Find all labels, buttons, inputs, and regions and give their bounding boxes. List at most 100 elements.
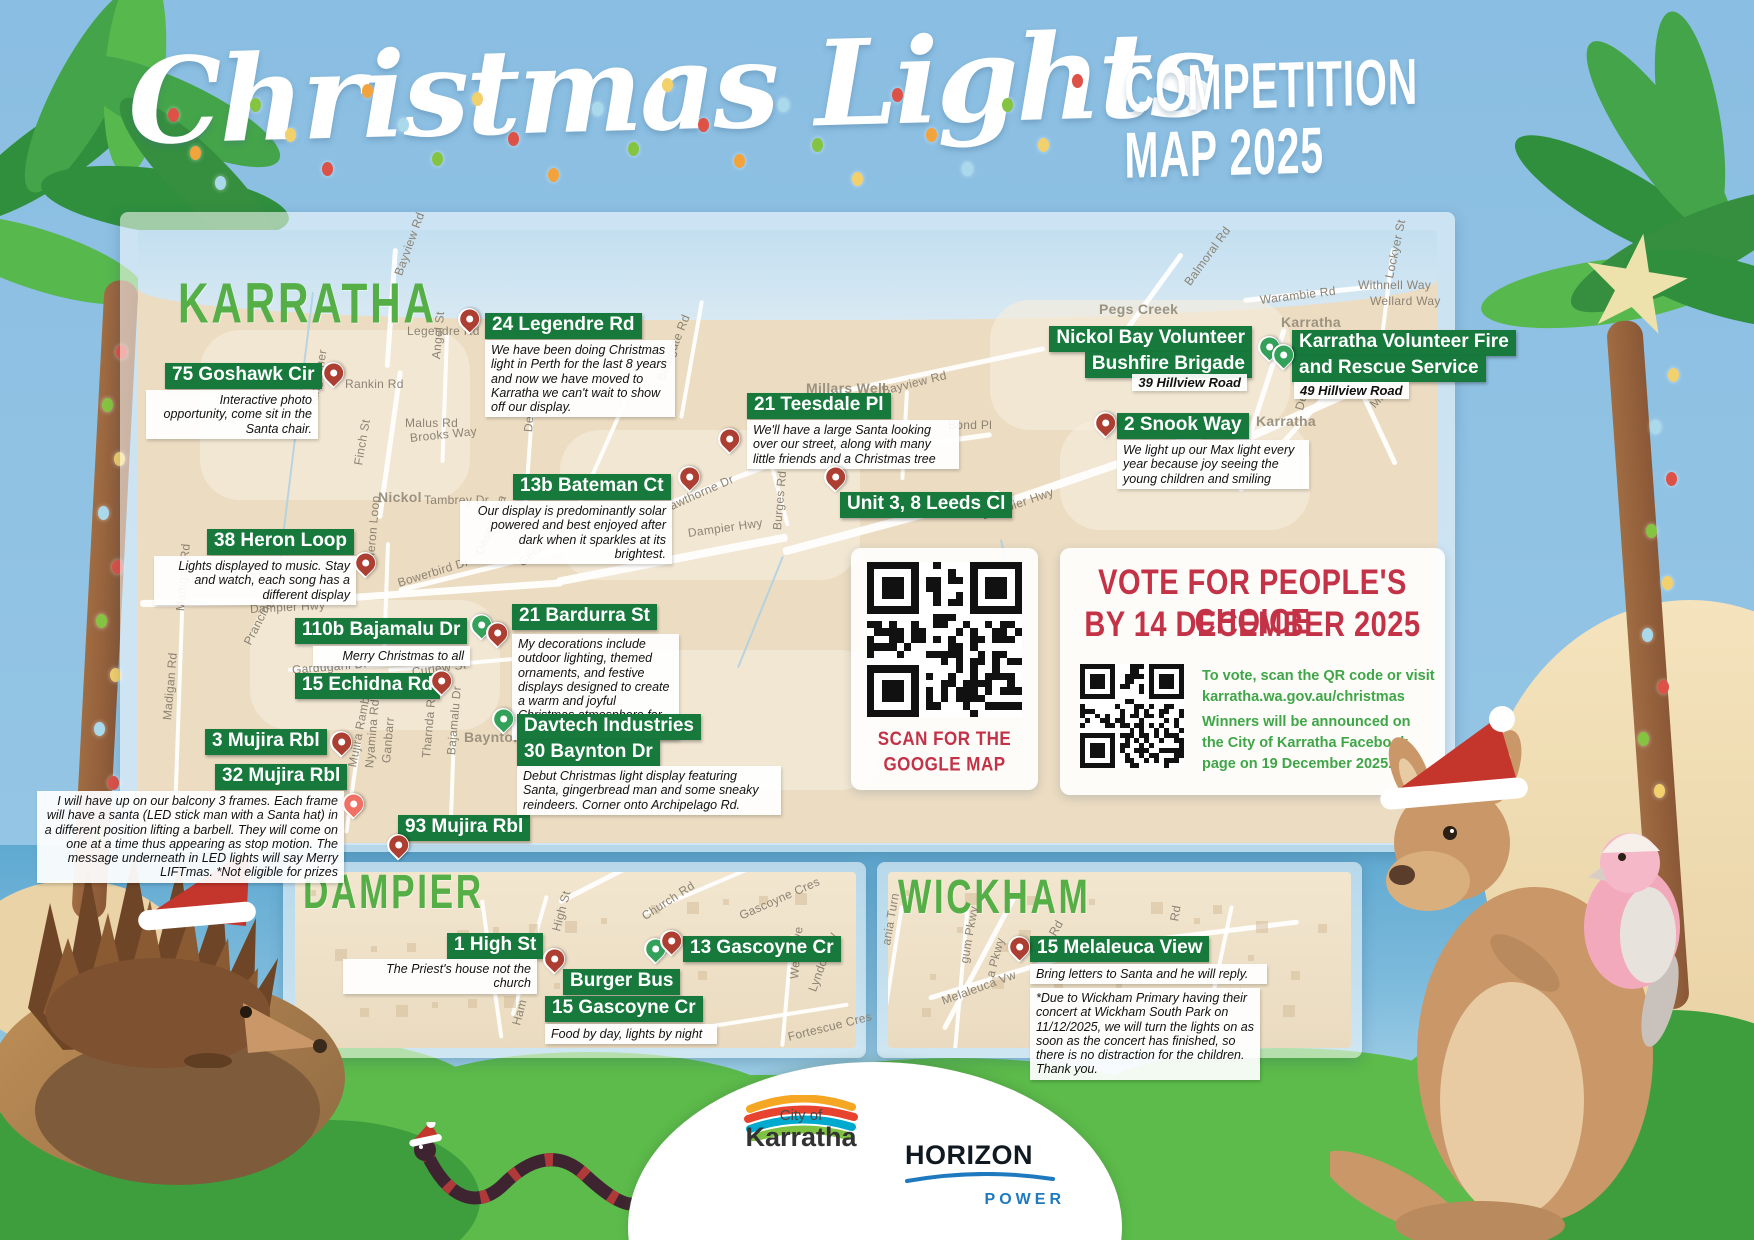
building-footprint	[335, 949, 347, 961]
vote-announcement: Winners will be announced on the City of…	[1202, 712, 1437, 775]
poi-label: Unit 3, 8 Leeds Cl	[840, 492, 1013, 518]
poi-label-line: 38 Heron Loop	[207, 529, 355, 555]
poi-label-line: 32 Mujira Rbl	[215, 764, 348, 790]
poi-label: 93 Mujira Rbl	[398, 815, 531, 841]
horizon-label: HORIZON	[905, 1140, 1033, 1170]
poi-label: Karratha Volunteer Fire and Rescue Servic…	[1292, 330, 1516, 382]
building-footprint	[759, 896, 768, 905]
google-map-scan-panel: SCAN FOR THE GOOGLE MAP	[851, 548, 1038, 790]
trunk-light-bulb	[1650, 420, 1661, 434]
kangaroo-with-santa-hat-and-galah	[1330, 706, 1680, 1240]
title-light-bulb	[215, 176, 226, 190]
trunk-light-bulb	[1666, 472, 1677, 486]
google-map-qr-code	[867, 562, 1022, 717]
poi-label: 21 Teesdale Pl	[747, 393, 891, 419]
poi-label-line: Karratha Volunteer Fire	[1292, 330, 1516, 356]
city-of-karratha-logo: City of Karratha	[726, 1105, 876, 1151]
poi-label: 1 High St	[447, 933, 544, 959]
poi-description: Lights displayed to music. Stay and watc…	[154, 556, 356, 605]
vote-url: karratha.wa.gov.au/christmas	[1202, 689, 1405, 706]
title-light-bulb	[1002, 98, 1013, 112]
poi-label: 15 Gascoyne Cr	[545, 996, 703, 1022]
building-footprint	[1256, 921, 1268, 933]
vote-title-line2: BY 14 DECEMBER 2025	[1084, 606, 1421, 645]
title-light-bulb	[778, 98, 789, 112]
building-footprint	[965, 893, 977, 905]
vote-panel: VOTE FOR PEOPLE'S CHOICE BY 14 DECEMBER …	[1060, 548, 1445, 795]
poi-label: 38 Heron Loop	[207, 529, 355, 555]
title-light-bulb	[398, 118, 409, 132]
building-footprint	[565, 921, 577, 933]
poi-label: Burger Bus	[563, 969, 681, 995]
trunk-light-bulb	[1654, 784, 1665, 798]
building-footprint	[407, 943, 416, 952]
building-footprint	[795, 893, 807, 905]
street-label: Rankin Rd	[345, 377, 404, 391]
title-light-bulb	[362, 84, 373, 98]
echidna-with-santa-hat	[28, 836, 327, 1068]
poi-label-line: 110b Bajamalu Dr	[295, 618, 468, 644]
title-light-bulb	[1072, 74, 1083, 88]
street-label: Millars Well	[806, 380, 887, 396]
poi-label-line: Burger Bus	[563, 969, 681, 995]
poi-description: I will have up on our balcony 3 frames. …	[37, 791, 344, 883]
street-label: Wellard Way	[1370, 294, 1441, 308]
building-footprint	[1283, 1005, 1295, 1017]
poi-label-line: Nickol Bay Volunteer	[1049, 326, 1252, 352]
poi-label-line: 24 Legendre Rd	[485, 313, 642, 339]
poi-label-line: 15 Gascoyne Cr	[545, 996, 703, 1022]
street-label: Karratha	[1256, 413, 1316, 429]
street-label: Nickol	[378, 489, 422, 505]
poi-description: Food by day, lights by night	[545, 1024, 717, 1045]
title-light-bulb	[662, 78, 673, 92]
poi-description: Bring letters to Santa and he will reply…	[1030, 964, 1267, 985]
poi-label-line: Bushfire Brigade	[1084, 351, 1252, 378]
poi-label: 15 Melaleuca View	[1030, 936, 1210, 962]
title-light-bulb	[472, 92, 483, 106]
poi-label: 21 Bardurra St	[512, 604, 657, 630]
building-footprint	[468, 999, 477, 1008]
title-light-bulb	[892, 88, 903, 102]
poi-label-line: 30 Baynton Dr	[517, 739, 660, 766]
building-footprint	[1248, 955, 1254, 961]
scan-caption-line2: GOOGLE MAP	[883, 753, 1006, 776]
poi-label-line: 1 High St	[447, 933, 544, 959]
building-footprint	[529, 924, 538, 933]
trunk-light-bulb	[98, 506, 109, 520]
building-footprint	[601, 918, 607, 924]
wickham-heading: WICKHAM	[898, 871, 1091, 924]
building-footprint	[360, 1008, 369, 1017]
poi-label-line: 15 Echidna Rd	[295, 673, 440, 699]
building-footprint	[1151, 902, 1163, 914]
road	[558, 872, 743, 905]
title-light-bulb	[285, 128, 296, 142]
city-of-label: City of	[779, 1107, 823, 1124]
building-footprint	[1000, 943, 1009, 952]
poi-label-line: Davtech Industries	[517, 714, 701, 740]
title-light-bulb	[168, 108, 179, 122]
title-light-bulb	[852, 172, 863, 186]
title-light-bulb	[734, 154, 745, 168]
poi-label: 24 Legendre Rd	[485, 313, 642, 339]
poster-subtitle-line2: MAP 2025	[1124, 113, 1325, 193]
poi-label-line: Unit 3, 8 Leeds Cl	[840, 492, 1013, 518]
vote-announce-line1: Winners will be announced on	[1202, 714, 1411, 730]
building-footprint	[396, 1005, 408, 1017]
building-footprint	[930, 974, 936, 980]
title-light-bulb	[548, 168, 559, 182]
title-light-bulb	[628, 142, 639, 156]
building-footprint	[1027, 896, 1036, 905]
poi-label-line: 13 Gascoyne Cr	[683, 936, 841, 962]
poi-description: The Priest's house not the church	[343, 959, 537, 994]
building-footprint	[371, 946, 377, 952]
street-label: Pegs Creek	[1099, 301, 1179, 317]
poi-label: 2 Snook Way	[1117, 413, 1249, 439]
poi-label-line: 15 Melaleuca View	[1030, 936, 1210, 962]
poi-label: Nickol Bay Volunteer Bushfire Brigade	[1049, 326, 1252, 378]
poi-label: 110b Bajamalu Dr	[295, 618, 468, 644]
building-footprint	[1318, 924, 1327, 933]
building-footprint	[1054, 980, 1063, 989]
poi-address: 39 Hillview Road	[1132, 374, 1247, 391]
poi-description: We'll have a large Santa looking over ou…	[747, 420, 959, 469]
